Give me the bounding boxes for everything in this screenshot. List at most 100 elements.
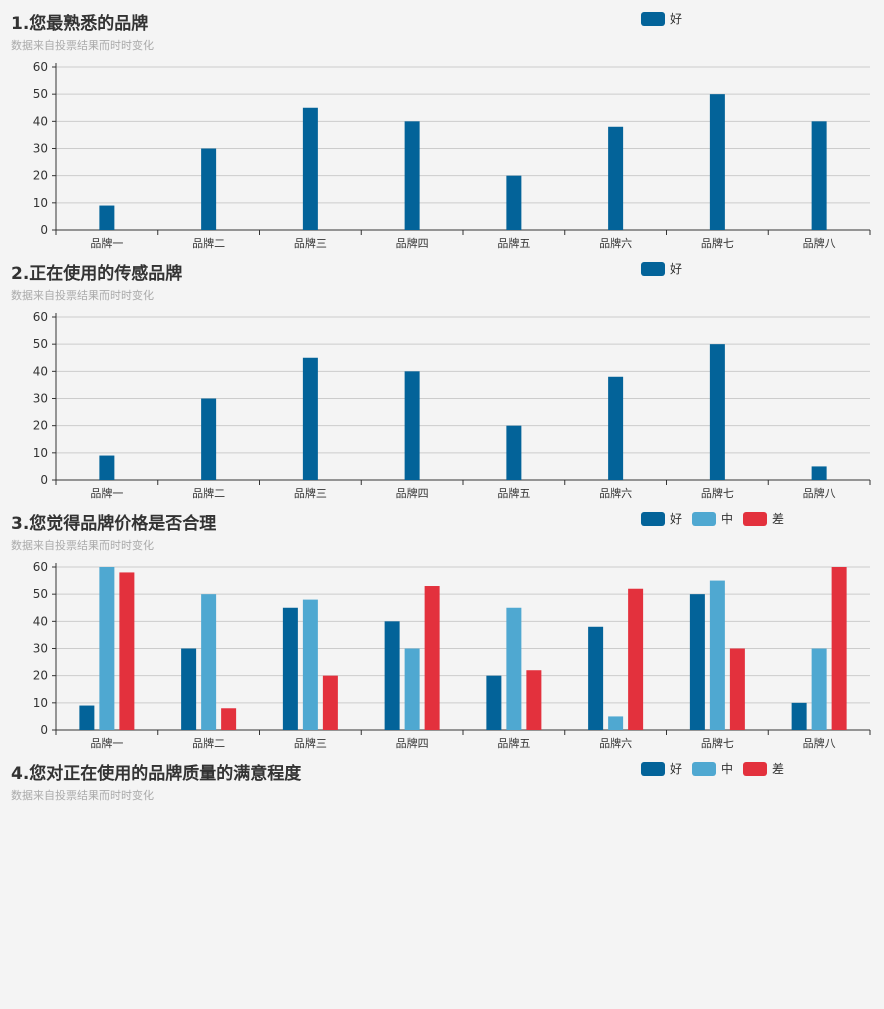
x-tick-label: 品牌二 [192,486,225,500]
x-tick-label: 品牌七 [701,736,734,750]
legend-item-good[interactable]: 好 [641,760,682,777]
bar [302,357,318,480]
x-tick-label: 品牌七 [701,486,734,500]
y-tick-label: 30 [33,142,48,156]
x-tick-label: 品牌五 [497,486,530,500]
x-tick-label: 品牌三 [294,486,327,500]
x-tick-label: 品牌四 [396,236,429,250]
bar [119,572,135,730]
y-tick-label: 0 [40,723,48,737]
bar [99,455,115,480]
y-tick-label: 30 [33,642,48,656]
x-tick-label: 品牌五 [497,236,530,250]
chart-subtitle: 数据来自投票结果而时时变化 [11,789,154,802]
x-tick-label: 品牌六 [599,736,632,750]
bar [811,121,827,230]
bar [201,148,217,230]
bar [689,594,705,730]
x-tick-label: 品牌二 [192,236,225,250]
bar [608,716,624,730]
legend-item-mid[interactable]: 中 [692,760,733,777]
chart-canvas: 0 10 20 30 40 50 60 品牌一 品牌二 品牌三 品牌四 品牌五 品牌六 品牌七 品牌八 [33,310,871,500]
y-tick-label: 40 [33,614,48,628]
legend-swatch-mid [692,761,717,776]
legend-item-good[interactable]: 好 [641,510,682,527]
y-tick-label: 50 [33,337,48,351]
bar [384,621,400,730]
bar [588,626,604,730]
chart-title: 1.您最熟悉的品牌 [11,14,149,34]
x-tick-label: 品牌一 [90,736,123,750]
x-tick-label: 品牌四 [396,486,429,500]
legend-label-good: 好 [670,762,683,776]
bar [181,648,197,730]
bar [831,567,847,730]
legend-label-good: 好 [670,12,683,26]
chart-legend[interactable]: 好 中 差 [641,510,784,527]
legend-item-good[interactable]: 好 [641,260,682,277]
y-tick-label: 30 [33,392,48,406]
bar [729,648,745,730]
legend-label-mid: 中 [721,512,734,526]
bar [506,607,522,730]
legend-swatch-good [641,11,665,26]
chart-subtitle: 数据来自投票结果而时时变化 [11,39,154,52]
chart-title: 3.您觉得品牌价格是否合理 [11,514,217,534]
y-tick-label: 10 [33,446,48,460]
bar [282,607,298,730]
y-tick-label: 60 [33,310,48,324]
y-tick-label: 40 [33,364,48,378]
bar [201,594,217,730]
chart-subtitle: 数据来自投票结果而时时变化 [11,289,154,302]
legend-item-good[interactable]: 好 [641,10,682,27]
chart-title: 4.您对正在使用的品牌质量的满意程度 [11,764,302,784]
x-tick-label: 品牌八 [803,236,836,250]
bar [709,344,725,480]
y-tick-label: 20 [33,169,48,183]
bar [99,205,115,230]
bar [201,398,217,480]
bar [811,648,827,730]
bar [486,675,502,730]
y-tick-label: 10 [33,196,48,210]
legend-item-mid[interactable]: 中 [692,510,733,527]
legend-item-bad[interactable]: 差 [743,510,784,527]
y-tick-label: 50 [33,587,48,601]
legend-swatch-good [641,511,665,526]
chart-canvas: 0 10 20 30 40 50 60 品牌一 品牌二 品牌三 品牌四 品牌五 品牌六 品牌七 品牌八 [33,60,871,250]
y-tick-label: 0 [40,473,48,487]
bar [526,670,542,730]
bar [99,567,115,730]
chart-panel-3: 0 10 20 30 40 50 60 品牌一 品牌二 品牌三 品牌四 品牌五 品牌六 品牌七 品牌八 3.… [0,509,884,759]
x-tick-label: 品牌八 [803,736,836,750]
y-tick-label: 20 [33,669,48,683]
legend-swatch-mid [692,511,717,526]
legend-swatch-good [641,761,665,776]
chart-title: 2.正在使用的传感品牌 [11,264,183,284]
legend-swatch-bad [743,761,768,776]
bar [302,107,318,230]
bar [506,175,522,230]
bar [709,94,725,231]
chart-panel-2: 0 10 20 30 40 50 60 品牌一 品牌二 品牌三 品牌四 品牌五 品牌六 品牌七 品牌八 2.… [0,259,884,509]
y-tick-label: 20 [33,419,48,433]
legend-swatch-good [641,261,665,276]
bar [791,702,807,730]
chart-canvas: 0 10 20 30 40 50 60 品牌一 品牌二 品牌三 品牌四 品牌五 品牌六 品牌七 品牌八 [33,560,871,750]
legend-label-mid: 中 [721,762,734,776]
chart-legend[interactable]: 好 中 差 [641,760,784,777]
bar [404,121,420,230]
x-tick-label: 品牌二 [192,736,225,750]
bar [506,425,522,480]
x-tick-label: 品牌三 [294,736,327,750]
y-tick-label: 40 [33,114,48,128]
legend-item-bad[interactable]: 差 [743,760,784,777]
chart-legend[interactable]: 好 [641,260,682,277]
x-tick-label: 品牌七 [701,236,734,250]
chart-legend[interactable]: 好 [641,10,682,27]
bar [811,466,827,480]
bar [302,599,318,730]
y-tick-label: 60 [33,60,48,74]
bar [628,588,644,730]
bar [608,126,624,230]
